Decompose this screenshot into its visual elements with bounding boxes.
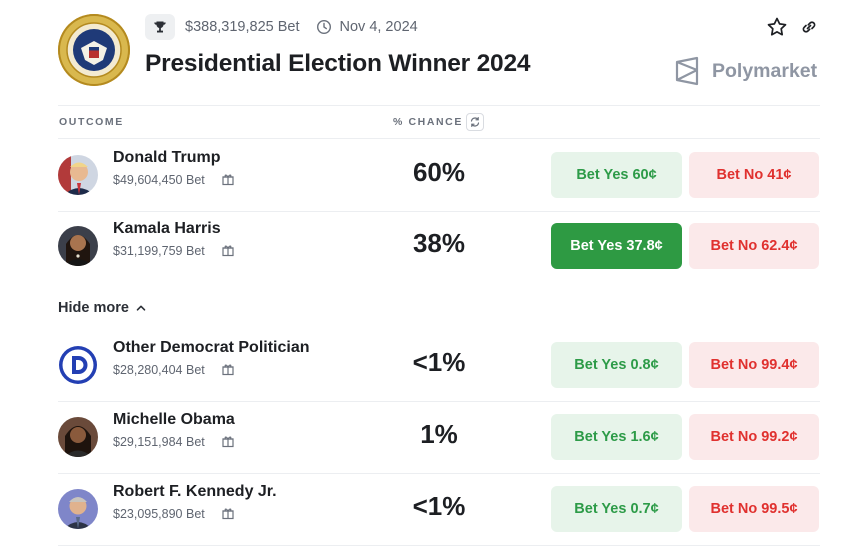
avatar (58, 226, 98, 266)
divider (58, 105, 820, 106)
polymarket-logo (675, 56, 699, 86)
outcome-row: Donald Trump $49,604,450 Bet 60% Bet Yes… (58, 139, 820, 211)
outcome-name: Other Democrat Politician (113, 339, 310, 356)
link-icon[interactable] (798, 16, 820, 38)
star-icon[interactable] (766, 16, 788, 38)
divider (58, 545, 820, 546)
outcome-row: Other Democrat Politician $28,280,404 Be… (58, 329, 820, 401)
outcome-row: Michelle Obama $29,151,984 Bet 1% Bet Ye… (58, 401, 820, 473)
divider (58, 401, 820, 402)
total-bet-volume: $388,319,825 Bet (185, 19, 300, 35)
hide-more-label: Hide more (58, 300, 129, 316)
bet-yes-button[interactable]: Bet Yes 0.7¢ (551, 486, 682, 532)
outcome-name: Kamala Harris (113, 220, 221, 237)
gift-icon (222, 364, 234, 376)
outcome-volume: $49,604,450 Bet (113, 173, 205, 187)
outcome-chance: 1% (420, 419, 458, 449)
hide-more-toggle[interactable]: Hide more (58, 300, 147, 316)
avatar (58, 417, 98, 457)
bet-no-button[interactable]: Bet No 41¢ (689, 152, 819, 198)
democrat-logo-icon (59, 346, 97, 384)
chevron-up-icon (136, 305, 146, 311)
trophy-icon (145, 14, 175, 40)
divider (58, 473, 820, 474)
outcome-name: Donald Trump (113, 149, 221, 166)
column-header-chance: % CHANCE (393, 116, 463, 128)
bet-no-button[interactable]: Bet No 99.2¢ (689, 414, 819, 460)
gift-icon (222, 436, 234, 448)
bet-yes-button[interactable]: Bet Yes 60¢ (551, 152, 682, 198)
outcome-volume: $28,280,404 Bet (113, 363, 205, 377)
gift-icon (222, 174, 234, 186)
market-end-date: Nov 4, 2024 (339, 19, 418, 35)
outcome-volume: $23,095,890 Bet (113, 507, 205, 521)
avatar (58, 489, 98, 529)
outcome-row: Kamala Harris $31,199,759 Bet 38% Bet Ye… (58, 210, 820, 282)
brand-name: Polymarket (712, 59, 818, 82)
market-meta: $388,319,825 Bet Nov 4, 2024 (145, 14, 418, 40)
outcome-name: Robert F. Kennedy Jr. (113, 483, 277, 500)
outcome-chance: <1% (412, 491, 466, 521)
outcome-chance: 60% (412, 157, 466, 187)
divider (58, 138, 820, 139)
outcome-volume: $29,151,984 Bet (113, 435, 205, 449)
outcome-chance: <1% (412, 347, 466, 377)
refresh-icon[interactable] (466, 113, 484, 131)
page-title: Presidential Election Winner 2024 (145, 50, 531, 77)
outcome-volume: $31,199,759 Bet (113, 244, 205, 258)
avatar (58, 345, 98, 385)
bet-no-button[interactable]: Bet No 99.5¢ (689, 486, 819, 532)
column-header-outcome: OUTCOME (59, 116, 124, 128)
outcome-row: Robert F. Kennedy Jr. $23,095,890 Bet <1… (58, 473, 820, 545)
outcome-chance: 38% (412, 228, 466, 258)
bet-yes-button[interactable]: Bet Yes 1.6¢ (551, 414, 682, 460)
gift-icon (222, 245, 234, 257)
clock-icon (316, 19, 331, 35)
outcome-name: Michelle Obama (113, 411, 235, 428)
bet-yes-button[interactable]: Bet Yes 37.8¢ (551, 223, 682, 269)
divider (58, 211, 820, 212)
gift-icon (222, 508, 234, 520)
bet-no-button[interactable]: Bet No 62.4¢ (689, 223, 819, 269)
avatar (58, 155, 98, 195)
polymarket-brand: Polymarket (674, 56, 817, 86)
presidential-seal (58, 14, 130, 86)
bet-yes-button[interactable]: Bet Yes 0.8¢ (551, 342, 682, 388)
bet-no-button[interactable]: Bet No 99.4¢ (689, 342, 819, 388)
